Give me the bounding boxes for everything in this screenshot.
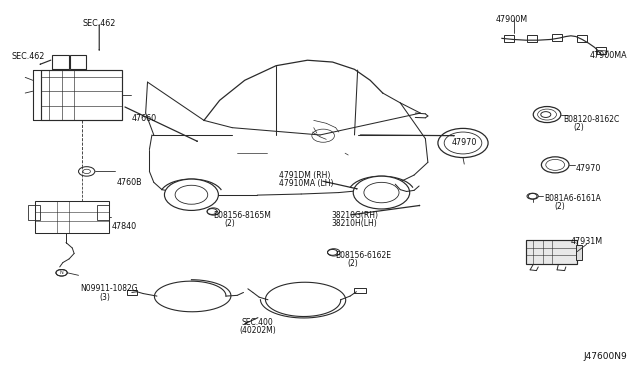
Text: 4760B: 4760B [116,178,142,187]
Bar [97,205,109,219]
Text: 47970: 47970 [452,138,477,147]
Text: B08156-6162E: B08156-6162E [335,251,391,260]
Circle shape [353,176,410,209]
Text: SEC.462: SEC.462 [12,52,45,61]
Bar [41,70,122,121]
Text: 47970: 47970 [576,164,601,173]
Bar [355,288,366,293]
Text: (2): (2) [225,219,236,228]
Text: 47660: 47660 [132,114,157,123]
Circle shape [164,179,218,211]
Bar [28,205,40,219]
Text: B08156-8165M: B08156-8165M [213,211,271,220]
Text: N: N [60,270,63,275]
Text: 4791DM (RH): 4791DM (RH) [279,171,331,180]
Text: 47931M: 47931M [571,237,603,246]
Bar [596,48,606,54]
Bar [127,290,137,295]
Text: SEC.400: SEC.400 [241,318,273,327]
Text: (2): (2) [555,202,565,211]
Text: 47900M: 47900M [495,15,528,23]
Bar [576,245,582,260]
Text: B081A6-6161A: B081A6-6161A [545,194,602,203]
Bar [52,55,69,69]
Bar [504,35,514,42]
Circle shape [364,182,399,203]
Bar [527,35,537,42]
Bar [577,35,587,42]
Bar [552,34,562,41]
Text: (2): (2) [573,123,584,132]
Bar [525,240,577,264]
Text: J47600N9: J47600N9 [584,352,627,361]
Text: (2): (2) [348,259,358,268]
Text: 47910MA (LH): 47910MA (LH) [279,179,333,188]
Circle shape [175,185,208,204]
Text: SEC.462: SEC.462 [83,19,116,28]
Text: (40202M): (40202M) [239,326,276,335]
Text: 38210G(RH): 38210G(RH) [332,211,378,220]
Bar [35,201,109,233]
Text: 38210H(LH): 38210H(LH) [332,219,377,228]
Bar [70,55,86,69]
Text: 47900MA: 47900MA [589,51,627,60]
Text: (3): (3) [99,293,110,302]
Text: 47840: 47840 [112,222,137,231]
Text: N09911-1082G: N09911-1082G [81,284,138,293]
Text: B08120-8162C: B08120-8162C [563,115,620,124]
